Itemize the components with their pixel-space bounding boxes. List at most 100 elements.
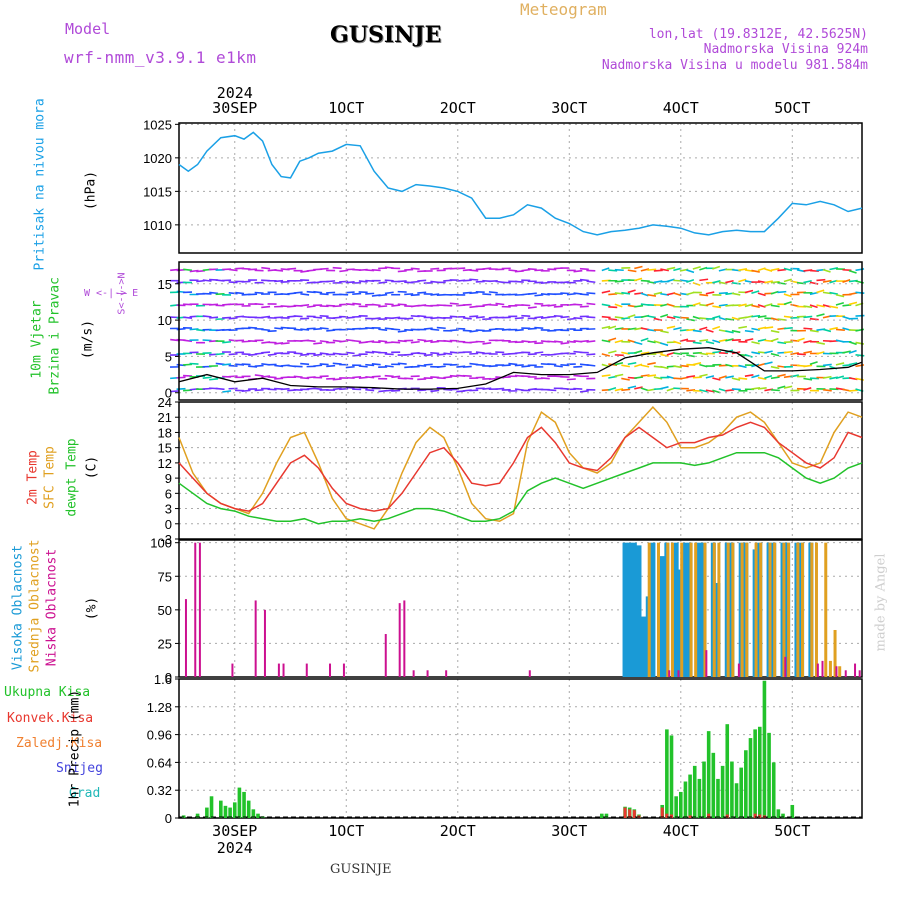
wind-barb bbox=[809, 317, 819, 321]
wind-barb bbox=[495, 387, 505, 390]
wind-barb bbox=[469, 269, 479, 272]
precip-bar bbox=[251, 809, 256, 818]
wind-barb bbox=[647, 374, 657, 377]
wind-barb bbox=[436, 365, 446, 369]
wind-barb bbox=[764, 326, 774, 330]
wind-barb bbox=[673, 340, 682, 345]
wind-barb bbox=[586, 340, 596, 343]
wind-barb bbox=[855, 291, 865, 295]
wind-barb bbox=[660, 386, 669, 390]
precip-bar bbox=[623, 807, 627, 818]
precip-bar bbox=[242, 791, 246, 818]
wind-barb bbox=[579, 339, 589, 343]
wind-barb bbox=[783, 301, 792, 306]
wind-barb bbox=[261, 351, 271, 354]
cloud-bar bbox=[694, 542, 698, 677]
wind-barb bbox=[738, 377, 748, 380]
wind-barb bbox=[300, 362, 310, 366]
wind-barb bbox=[679, 316, 689, 319]
wind-barb bbox=[358, 365, 368, 368]
wind-barb bbox=[254, 374, 264, 377]
wind-barb bbox=[404, 353, 414, 356]
precip-bar bbox=[600, 813, 604, 818]
precip-bar bbox=[730, 761, 734, 818]
wind-barb bbox=[319, 327, 329, 330]
wind-barb bbox=[534, 293, 544, 297]
wind-barb bbox=[777, 373, 786, 378]
wind-barb bbox=[777, 268, 787, 272]
wind-barb bbox=[601, 353, 610, 357]
wind-barb bbox=[469, 278, 479, 281]
wind-barb bbox=[699, 266, 708, 271]
wind-barb bbox=[547, 304, 557, 307]
sfc-temp-line bbox=[178, 405, 863, 530]
wind-barb bbox=[352, 375, 362, 379]
altitude-text: Nadmorska Visina 924m bbox=[703, 42, 868, 57]
wind-barb bbox=[404, 293, 414, 296]
wind-barb bbox=[254, 291, 264, 294]
wind-barb bbox=[803, 305, 813, 309]
wind-barb bbox=[855, 354, 865, 357]
wind-barb bbox=[417, 314, 427, 318]
cloud-bar bbox=[426, 670, 429, 677]
wind-barb bbox=[660, 353, 669, 357]
wind-barb bbox=[560, 315, 570, 319]
wind-barb bbox=[744, 303, 754, 308]
wind-barb bbox=[725, 338, 734, 342]
temp-tick-label: -3 bbox=[160, 532, 172, 547]
wind-barb bbox=[770, 352, 780, 357]
wind-barb bbox=[482, 387, 492, 390]
wind-barb bbox=[313, 364, 323, 367]
wind-barb bbox=[718, 291, 728, 295]
temp-tick-label: 21 bbox=[158, 410, 172, 425]
wind-barb bbox=[770, 267, 780, 272]
wind-barb bbox=[228, 352, 238, 356]
wind-tick-label: 10 bbox=[158, 313, 172, 328]
wind-barb bbox=[358, 280, 368, 283]
wind-barb bbox=[634, 350, 643, 354]
wind-barb bbox=[634, 363, 643, 368]
wind-barb bbox=[189, 362, 199, 365]
wind-barb bbox=[601, 290, 611, 294]
wind-barb bbox=[666, 351, 675, 356]
temp-tick-label: 12 bbox=[158, 456, 172, 471]
cloud-bar bbox=[731, 542, 735, 677]
time-label-top: 1OCT bbox=[328, 99, 364, 117]
cloud-bar bbox=[696, 542, 702, 677]
wind-barb bbox=[757, 387, 767, 390]
wind-barb bbox=[764, 361, 773, 365]
wind-barb bbox=[443, 339, 453, 343]
precip-bar bbox=[758, 814, 762, 818]
precip-bar bbox=[706, 731, 711, 818]
wind-barb bbox=[783, 385, 793, 389]
wind-barb bbox=[261, 305, 271, 309]
wind-barb bbox=[627, 269, 637, 273]
wind-barb bbox=[666, 266, 676, 271]
wind-barb bbox=[712, 315, 721, 319]
pressure-tick-label: 1025 bbox=[143, 117, 172, 132]
cloud-bar bbox=[737, 663, 740, 677]
wind-barb bbox=[553, 305, 563, 308]
wind-barb bbox=[300, 303, 310, 307]
precip-bar bbox=[604, 813, 609, 818]
wind-barb bbox=[293, 328, 303, 331]
cloud-bar bbox=[282, 663, 285, 677]
time-label-top: 4OCT bbox=[663, 99, 699, 117]
year-label-bottom: 2024 bbox=[217, 839, 253, 857]
wind-barb bbox=[614, 339, 623, 344]
precip-bar bbox=[711, 752, 716, 818]
wind-barb bbox=[757, 315, 767, 319]
wind-barb bbox=[783, 350, 793, 354]
wind-barb bbox=[686, 278, 695, 283]
wind-barb bbox=[404, 328, 414, 332]
wind-barb bbox=[274, 377, 284, 380]
wind-barb bbox=[751, 341, 760, 345]
wind-barb bbox=[634, 277, 643, 282]
wind-barb bbox=[547, 268, 557, 271]
wind-barb bbox=[300, 293, 310, 296]
cloud-frame bbox=[178, 539, 863, 678]
wind-barb bbox=[391, 389, 401, 392]
wind-barb bbox=[521, 268, 531, 272]
precip-bar bbox=[753, 813, 757, 818]
wind-barb bbox=[378, 281, 388, 284]
